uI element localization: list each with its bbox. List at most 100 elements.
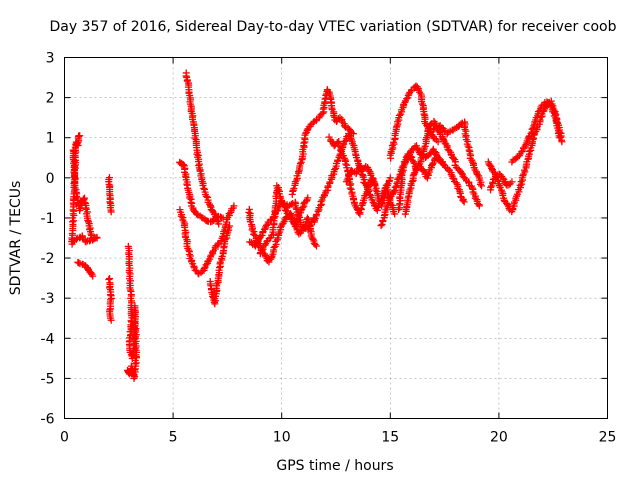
- data-point: [84, 216, 92, 224]
- data-point: [391, 210, 399, 218]
- data-point: [72, 235, 80, 243]
- data-point: [346, 184, 354, 192]
- data-point: [418, 151, 426, 159]
- y-tick-label: 2: [46, 91, 55, 107]
- data-point: [191, 134, 199, 142]
- data-point: [221, 235, 229, 243]
- data-point: [528, 125, 536, 133]
- data-point: [81, 198, 89, 206]
- data-point: [230, 202, 238, 210]
- data-point: [75, 259, 83, 267]
- data-point: [248, 226, 256, 234]
- data-point: [304, 194, 312, 202]
- data-point: [508, 178, 516, 186]
- data-point: [295, 168, 303, 176]
- data-point: [253, 238, 261, 246]
- data-point: [357, 167, 365, 175]
- data-point: [336, 146, 344, 154]
- data-point: [450, 154, 458, 162]
- data-point: [410, 159, 418, 167]
- data-point: [193, 150, 201, 158]
- data-point: [459, 197, 467, 205]
- data-point: [388, 142, 396, 150]
- data-point: [292, 217, 300, 225]
- x-tick-label: 10: [273, 430, 291, 446]
- data-point: [261, 241, 269, 249]
- x-tick-label: 25: [599, 430, 617, 446]
- data-point: [556, 134, 564, 142]
- y-tick-label: -4: [41, 331, 55, 347]
- y-tick-label: 3: [46, 51, 55, 67]
- data-point: [503, 201, 511, 209]
- data-point: [334, 115, 342, 123]
- data-point: [186, 194, 194, 202]
- data-point: [392, 123, 400, 131]
- data-points: [68, 69, 566, 382]
- data-point: [418, 100, 426, 108]
- x-tick-label: 15: [381, 430, 399, 446]
- data-point: [82, 238, 90, 246]
- data-point: [377, 222, 385, 230]
- data-point: [72, 192, 80, 200]
- data-point: [369, 198, 377, 206]
- data-point: [299, 204, 307, 212]
- data-point: [206, 200, 214, 208]
- data-point: [438, 133, 446, 141]
- data-point: [372, 186, 380, 194]
- y-axis-label: SDTVAR / TECUs: [8, 181, 24, 296]
- data-point: [107, 208, 115, 216]
- data-point: [376, 197, 384, 205]
- data-point: [107, 294, 115, 302]
- data-point: [558, 138, 566, 146]
- data-point: [226, 222, 234, 230]
- data-point: [464, 142, 472, 150]
- data-point: [185, 246, 193, 254]
- data-point: [265, 235, 273, 243]
- data-point: [525, 147, 533, 155]
- data-point: [519, 172, 527, 180]
- x-tick-label: 5: [169, 430, 178, 446]
- data-point: [311, 241, 319, 249]
- data-point: [447, 171, 455, 179]
- data-point: [469, 158, 477, 166]
- data-point: [527, 130, 535, 138]
- data-point: [347, 166, 355, 174]
- plot-frame: [64, 57, 608, 419]
- x-tick-label: 0: [60, 430, 69, 446]
- data-point: [314, 207, 322, 215]
- data-point: [339, 118, 347, 126]
- data-point: [89, 272, 97, 280]
- data-point: [342, 160, 350, 168]
- data-point: [434, 138, 442, 146]
- data-point: [395, 111, 403, 119]
- data-point: [200, 184, 208, 192]
- data-point: [394, 118, 402, 126]
- data-point: [321, 95, 329, 103]
- data-point: [476, 180, 484, 188]
- data-point: [390, 188, 398, 196]
- data-point: [408, 146, 416, 154]
- data-point: [123, 366, 131, 374]
- data-point: [105, 276, 113, 284]
- data-point: [331, 166, 339, 174]
- data-point: [340, 122, 348, 130]
- data-point: [445, 147, 453, 155]
- data-point: [345, 171, 353, 179]
- data-point: [93, 234, 101, 242]
- data-point: [193, 210, 201, 218]
- data-point: [440, 136, 448, 144]
- data-point: [287, 214, 295, 222]
- data-point: [449, 174, 457, 182]
- data-point: [333, 139, 341, 147]
- data-point: [430, 117, 438, 125]
- y-tick-label: -3: [41, 291, 55, 307]
- data-point: [303, 214, 311, 222]
- data-point: [525, 133, 533, 141]
- data-point: [487, 184, 495, 192]
- data-point: [207, 251, 215, 259]
- data-point: [340, 154, 348, 162]
- data-point: [296, 160, 304, 168]
- data-point: [313, 210, 321, 218]
- data-point: [73, 139, 81, 147]
